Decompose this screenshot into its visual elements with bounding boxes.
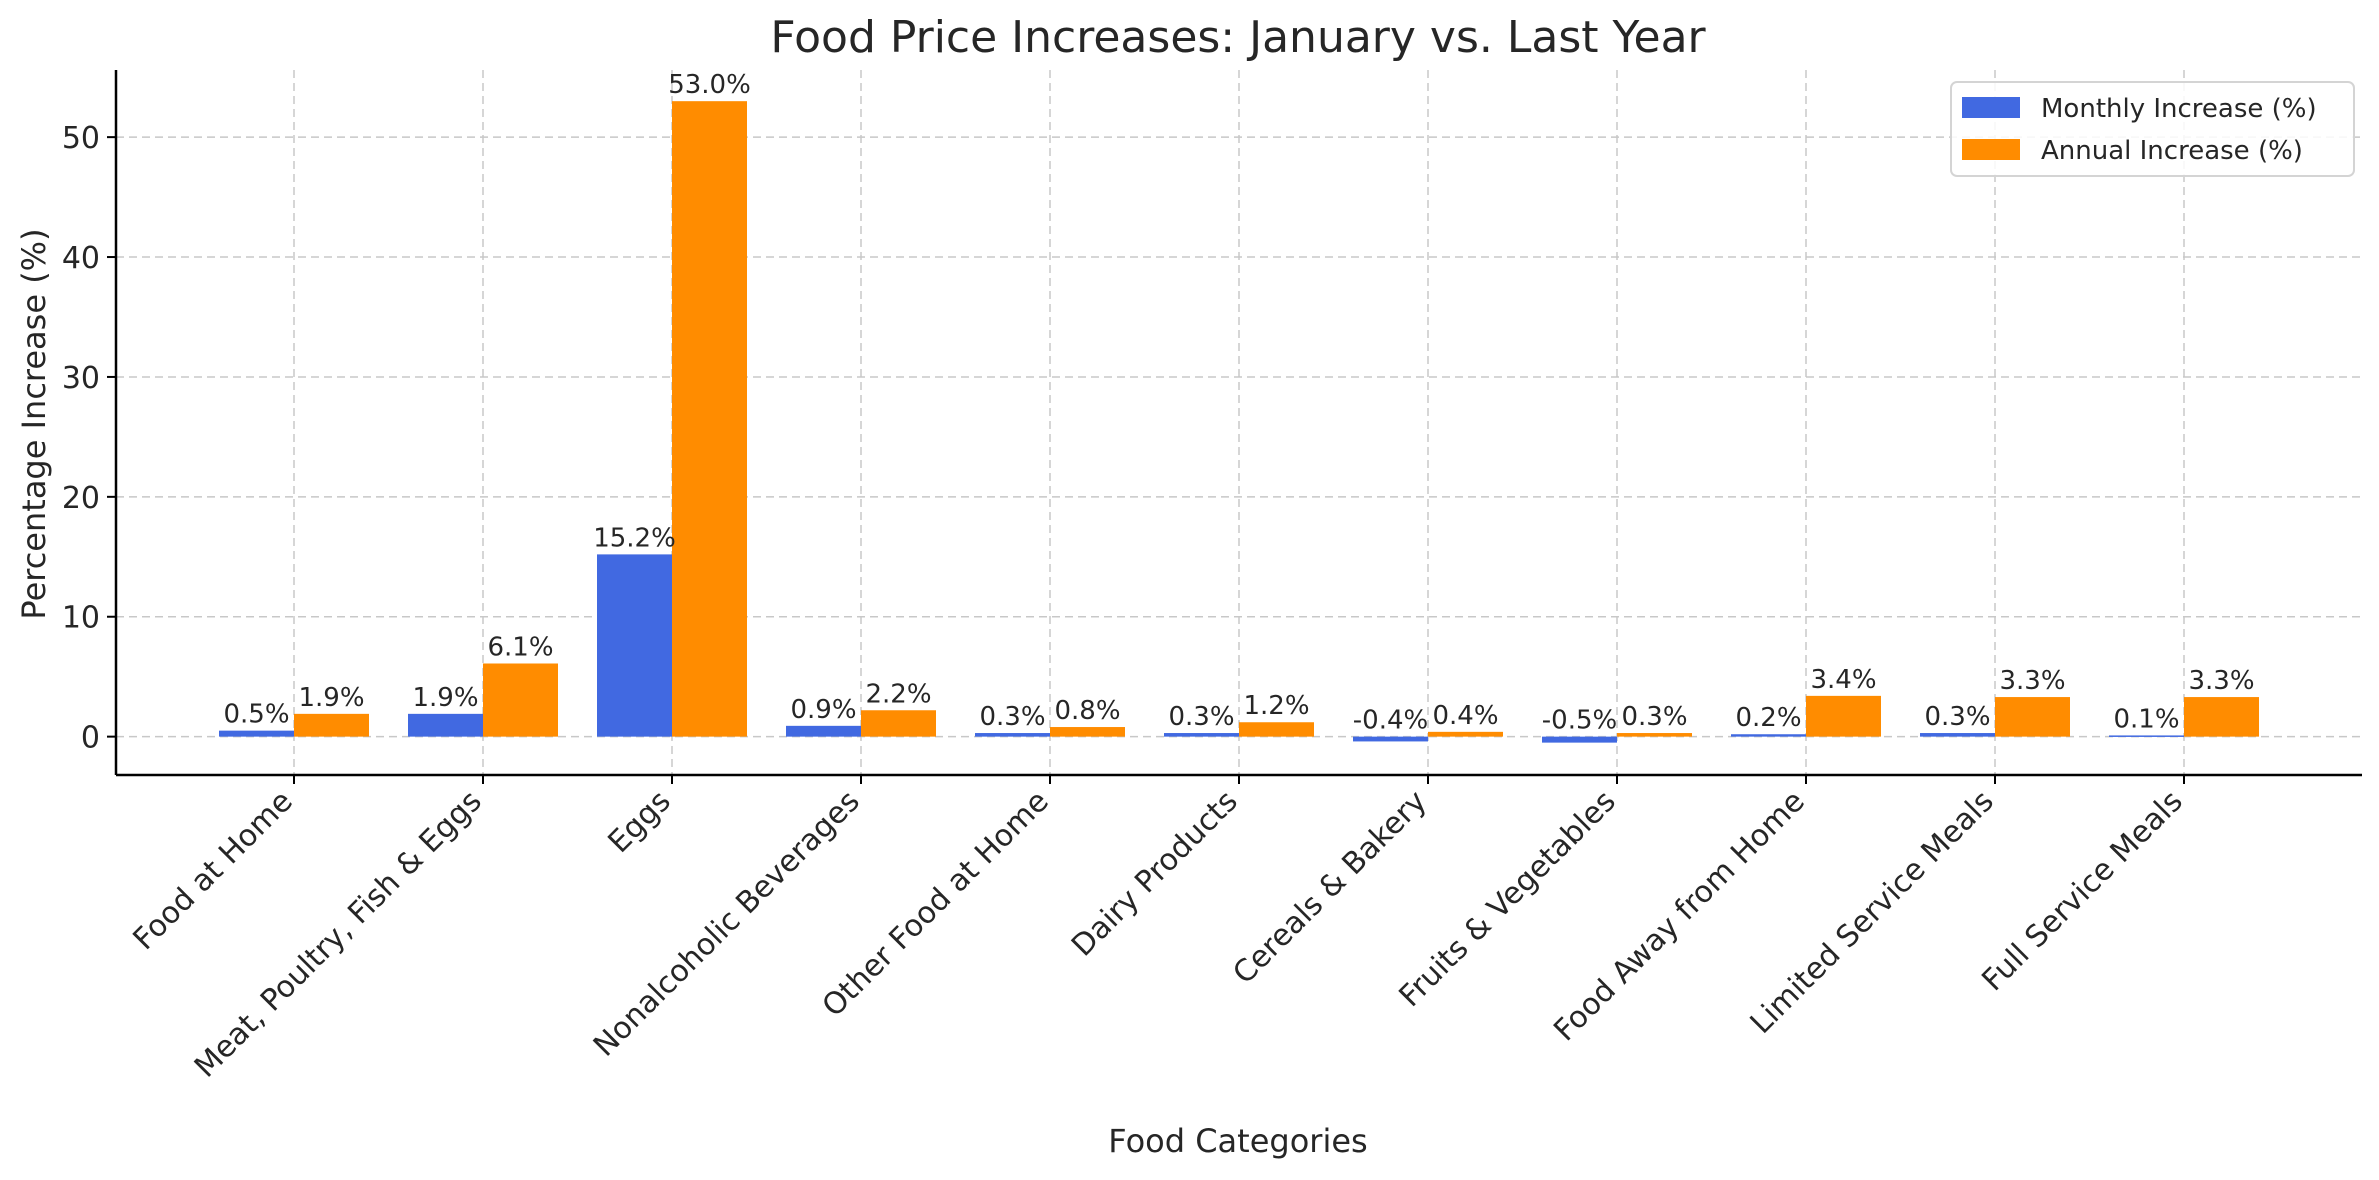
legend-label-monthly: Monthly Increase (%)	[2041, 94, 2317, 124]
data-label-monthly-meat-poultry-fish-eggs: 1.9%	[412, 683, 478, 713]
data-label-annual-dairy-products: 1.2%	[1243, 691, 1309, 721]
data-label-annual-food-away-from-home: 3.4%	[1810, 665, 1876, 695]
x-tick-label-cereals-bakery: Cereals & Bakery	[1226, 784, 1433, 991]
data-label-monthly-fruits-vegetables: -0.5%	[1542, 706, 1617, 736]
x-tick-label-dairy-products: Dairy Products	[1065, 784, 1245, 964]
bar-annual-dairy-products	[1239, 722, 1314, 737]
bar-monthly-food-away-from-home	[1731, 734, 1806, 737]
data-label-annual-other-food-at-home: 0.8%	[1054, 696, 1120, 726]
x-tick-label-food-at-home: Food at Home	[127, 784, 300, 957]
x-tick-label-fruits-vegetables: Fruits & Vegetables	[1393, 784, 1623, 1014]
bar-annual-food-away-from-home	[1806, 695, 1881, 737]
y-tick-label-0: 0	[81, 721, 100, 756]
y-tick-label-30: 30	[62, 361, 100, 396]
bar-monthly-eggs	[597, 554, 672, 737]
data-label-annual-full-service-meals: 3.3%	[2188, 666, 2254, 696]
bar-annual-fruits-vegetables	[1617, 733, 1692, 737]
y-tick-label-40: 40	[62, 241, 100, 276]
bar-monthly-nonalcoholic-beverages	[786, 725, 861, 737]
bar-annual-other-food-at-home	[1050, 727, 1125, 737]
x-tick-label-full-service-meals: Full Service Meals	[1975, 784, 2189, 998]
data-label-annual-limited-service-meals: 3.3%	[1999, 666, 2065, 696]
data-label-monthly-food-away-from-home: 0.2%	[1735, 703, 1801, 733]
grid-layer	[116, 70, 2362, 775]
x-axis-title: Food Categories	[1108, 1122, 1367, 1160]
data-label-monthly-food-at-home: 0.5%	[223, 700, 289, 730]
data-label-monthly-dairy-products: 0.3%	[1168, 702, 1234, 732]
legend: Monthly Increase (%) Annual Increase (%)	[1950, 81, 2355, 177]
legend-swatch-annual	[1962, 139, 2020, 160]
bar-annual-food-at-home	[294, 713, 369, 737]
data-label-annual-food-at-home: 1.9%	[298, 683, 364, 713]
bar-monthly-meat-poultry-fish-eggs	[408, 713, 483, 737]
bar-annual-limited-service-meals	[1995, 697, 2070, 737]
data-label-monthly-eggs: 15.2%	[593, 523, 676, 553]
data-label-annual-fruits-vegetables: 0.3%	[1621, 702, 1687, 732]
data-label-monthly-nonalcoholic-beverages: 0.9%	[790, 695, 856, 725]
bar-annual-meat-poultry-fish-eggs	[483, 663, 558, 737]
bar-monthly-fruits-vegetables	[1542, 736, 1617, 743]
data-label-annual-eggs: 53.0%	[668, 70, 751, 100]
legend-swatch-monthly	[1962, 97, 2020, 118]
legend-frame	[1950, 81, 2355, 177]
bar-monthly-other-food-at-home	[975, 733, 1050, 737]
x-tick-label-eggs: Eggs	[602, 784, 678, 860]
data-label-annual-cereals-bakery: 0.4%	[1432, 701, 1498, 731]
bar-monthly-limited-service-meals	[1920, 733, 1995, 737]
bars-layer	[219, 101, 2259, 743]
data-label-monthly-limited-service-meals: 0.3%	[1924, 702, 1990, 732]
data-label-monthly-full-service-meals: 0.1%	[2113, 704, 2179, 734]
y-tick-label-50: 50	[62, 121, 100, 156]
y-tick-label-10: 10	[62, 601, 100, 636]
data-label-annual-meat-poultry-fish-eggs: 6.1%	[487, 632, 553, 662]
data-labels-layer: 0.5% 1.9% 15.2% 0.9% 0.3% 0.3% -0.4% -0.5% 0.2% 0…	[223, 70, 2254, 735]
bar-monthly-cereals-bakery	[1353, 736, 1428, 742]
chart-title: Food Price Increases: January vs. Last Y…	[770, 12, 1706, 63]
legend-label-annual: Annual Increase (%)	[2041, 136, 2303, 166]
bar-annual-eggs	[672, 101, 747, 737]
bar-monthly-dairy-products	[1164, 733, 1239, 737]
bar-annual-cereals-bakery	[1428, 731, 1503, 737]
y-tick-label-20: 20	[62, 481, 100, 516]
bar-monthly-full-service-meals	[2109, 735, 2184, 737]
data-label-annual-nonalcoholic-beverages: 2.2%	[865, 679, 931, 709]
data-label-monthly-other-food-at-home: 0.3%	[979, 702, 1045, 732]
data-label-monthly-cereals-bakery: -0.4%	[1353, 706, 1428, 736]
bar-annual-nonalcoholic-beverages	[861, 710, 936, 737]
y-axis-title: Percentage Increase (%)	[15, 228, 53, 619]
bar-monthly-food-at-home	[219, 730, 294, 737]
bar-annual-full-service-meals	[2184, 697, 2259, 737]
